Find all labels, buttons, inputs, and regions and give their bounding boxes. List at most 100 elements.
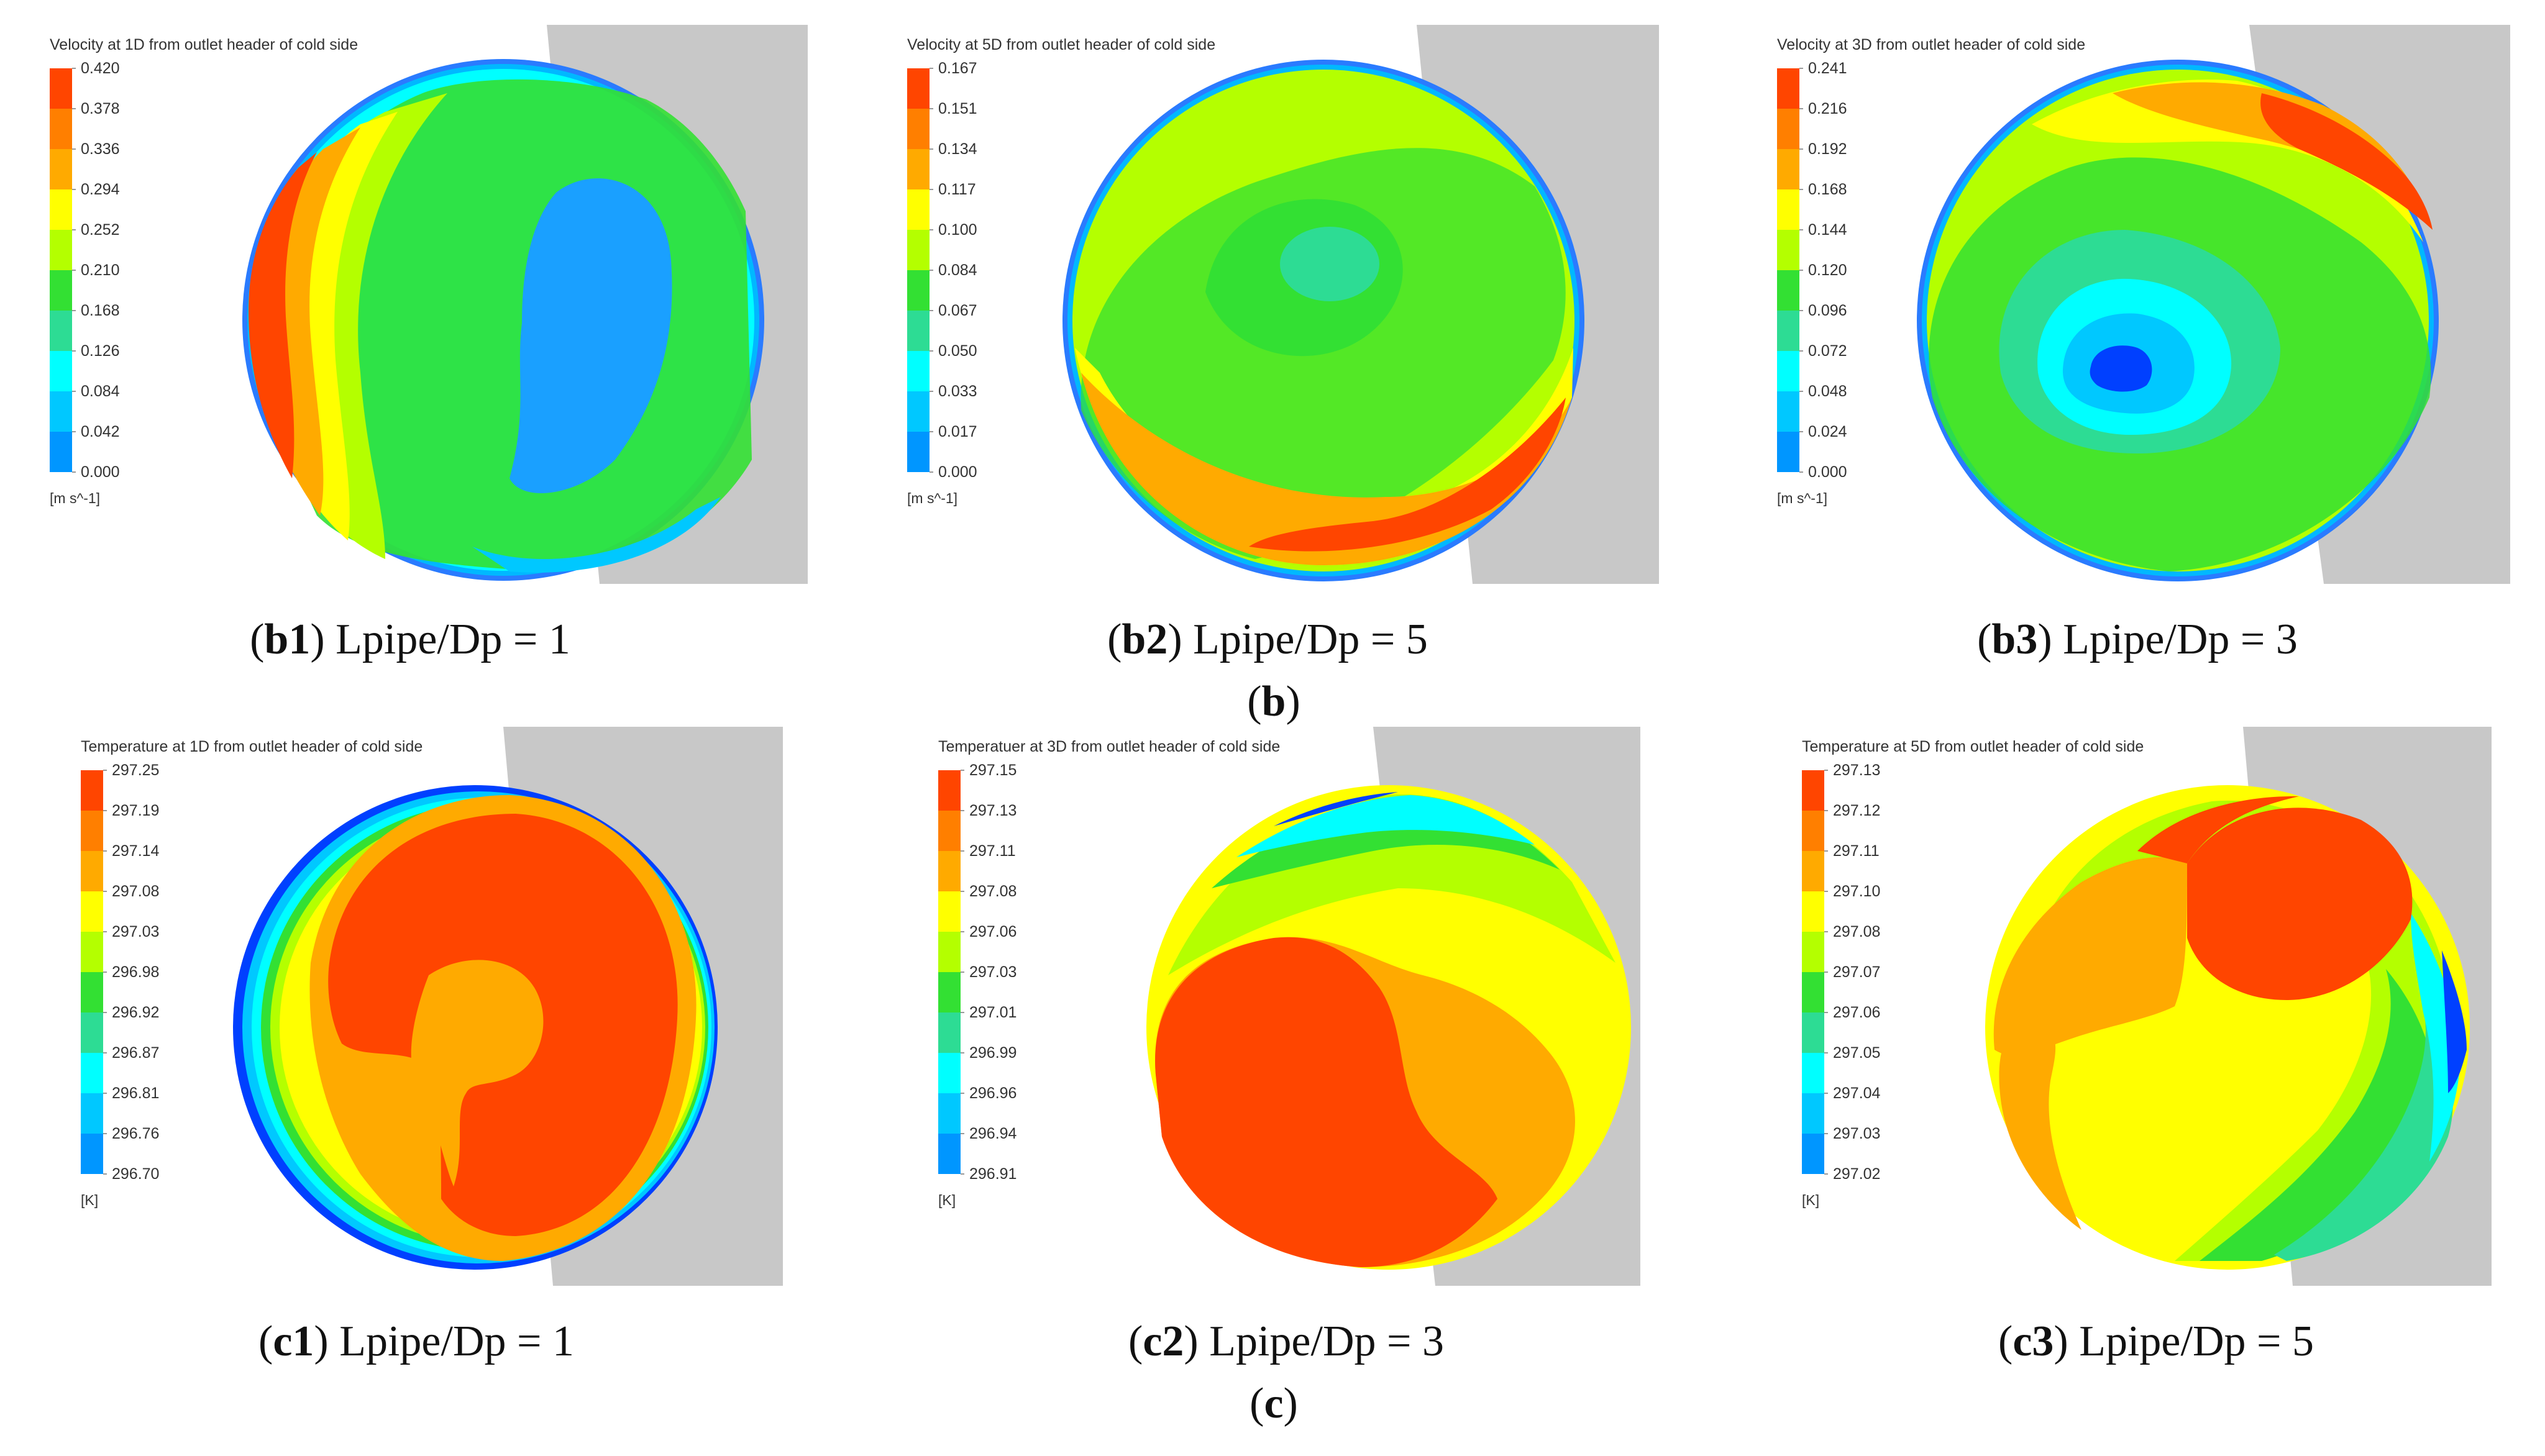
legend-title: Temperature at 1D from outlet header of … bbox=[81, 738, 423, 755]
legend-color-box bbox=[907, 189, 930, 230]
legend-color-box bbox=[938, 1053, 961, 1093]
legend-tick-label: 297.13 bbox=[1833, 762, 1880, 779]
velocity-contour-b3 bbox=[1917, 60, 2439, 581]
legend-color-box bbox=[907, 109, 930, 149]
legend-color-box bbox=[81, 811, 103, 851]
legend-color-box bbox=[907, 270, 930, 311]
legend-color-box bbox=[938, 1093, 961, 1134]
legend-tick-label: 297.02 bbox=[1833, 1165, 1880, 1183]
legend-tick-label: 297.03 bbox=[112, 923, 159, 940]
caption-b1: (b1) Lpipe/Dp = 1 bbox=[250, 616, 570, 663]
legend-tick-label: 0.024 bbox=[1808, 423, 1847, 440]
legend-tick-label: 0.192 bbox=[1808, 140, 1847, 158]
legend-tick-label: 297.03 bbox=[969, 963, 1017, 981]
legend-tick-label: 297.11 bbox=[969, 842, 1016, 860]
legend-color-box bbox=[907, 68, 930, 109]
panel-b3: Velocity at 3D from outlet header of col… bbox=[1765, 25, 2545, 584]
legend-color-box bbox=[50, 270, 72, 311]
legend-color-box bbox=[907, 230, 930, 270]
legend-tick-label: 0.252 bbox=[81, 221, 120, 239]
legend-tick-label: 297.13 bbox=[969, 802, 1017, 819]
legend-color-box bbox=[50, 149, 72, 189]
legend-tick-label: 0.042 bbox=[81, 423, 120, 440]
legend-color-box bbox=[1802, 1093, 1824, 1134]
legend-c2: Temperatuer at 3D from outlet header of … bbox=[938, 738, 1280, 1208]
legend-tick-label: 297.11 bbox=[1833, 842, 1880, 860]
legend-color-box bbox=[938, 851, 961, 891]
legend-tick-label: 0.017 bbox=[938, 423, 977, 440]
legend-title: Velocity at 3D from outlet header of col… bbox=[1777, 36, 2085, 53]
legend-color-box bbox=[50, 391, 72, 432]
legend-tick-label: 296.92 bbox=[112, 1004, 159, 1021]
legend-tick-label: 0.120 bbox=[1808, 262, 1847, 279]
legend-color-box bbox=[50, 351, 72, 391]
legend-unit: [m s^-1] bbox=[907, 490, 957, 506]
legend-color-box bbox=[1777, 311, 1799, 351]
legend-title: Temperature at 5D from outlet header of … bbox=[1802, 738, 2144, 755]
legend-color-box bbox=[1777, 109, 1799, 149]
legend-color-box bbox=[50, 189, 72, 230]
legend-title: Velocity at 5D from outlet header of col… bbox=[907, 36, 1215, 53]
caption-c3: (c3) Lpipe/Dp = 5 bbox=[1998, 1317, 2314, 1365]
legend-color-box bbox=[81, 972, 103, 1012]
legend-color-box bbox=[81, 770, 103, 811]
legend-tick-label: 297.06 bbox=[969, 923, 1017, 940]
legend-color-box bbox=[50, 230, 72, 270]
panel-c2: Temperatuer at 3D from outlet header of … bbox=[926, 727, 1734, 1286]
legend-color-box bbox=[1777, 432, 1799, 472]
legend-unit: [K] bbox=[81, 1192, 98, 1208]
legend-color-box bbox=[81, 851, 103, 891]
caption-c2: (c2) Lpipe/Dp = 3 bbox=[1128, 1317, 1444, 1365]
legend-tick-label: 0.126 bbox=[81, 342, 120, 360]
legend-color-box bbox=[1802, 1053, 1824, 1093]
legend-tick-label: 0.294 bbox=[81, 181, 120, 198]
legend-c1: Temperature at 1D from outlet header of … bbox=[81, 738, 423, 1208]
legend-tick-label: 0.151 bbox=[938, 100, 977, 117]
legend-tick-label: 0.167 bbox=[938, 60, 977, 77]
legend-tick-label: 296.76 bbox=[112, 1125, 159, 1142]
legend-tick-label: 0.033 bbox=[938, 383, 977, 400]
legend-c3: Temperature at 5D from outlet header of … bbox=[1802, 738, 2144, 1208]
legend-tick-label: 0.210 bbox=[81, 262, 120, 279]
legend-color-box bbox=[1777, 270, 1799, 311]
legend-tick-label: 0.072 bbox=[1808, 342, 1847, 360]
legend-color-box bbox=[81, 1134, 103, 1174]
group-label-b: (b) bbox=[1247, 678, 1300, 726]
legend-tick-label: 0.048 bbox=[1808, 383, 1847, 400]
legend-color-box bbox=[1777, 189, 1799, 230]
legend-color-box bbox=[81, 1093, 103, 1134]
legend-tick-label: 297.06 bbox=[1833, 1004, 1880, 1021]
legend-color-box bbox=[907, 149, 930, 189]
legend-unit: [K] bbox=[938, 1192, 956, 1208]
legend-color-box bbox=[1777, 391, 1799, 432]
legend-color-box bbox=[81, 1012, 103, 1053]
legend-color-box bbox=[81, 932, 103, 972]
legend-tick-label: 0.000 bbox=[81, 463, 120, 481]
legend-color-box bbox=[938, 811, 961, 851]
legend-color-box bbox=[50, 432, 72, 472]
legend-tick-label: 0.000 bbox=[938, 463, 977, 481]
legend-tick-label: 297.14 bbox=[112, 842, 160, 860]
legend-tick-label: 0.084 bbox=[81, 383, 120, 400]
legend-color-box bbox=[50, 311, 72, 351]
legend-tick-label: 0.084 bbox=[938, 262, 977, 279]
caption-c1: (c1) Lpipe/Dp = 1 bbox=[258, 1317, 574, 1365]
legend-tick-label: 297.01 bbox=[969, 1004, 1017, 1021]
legend-tick-label: 0.336 bbox=[81, 140, 120, 158]
legend-color-box bbox=[1802, 1134, 1824, 1174]
legend-color-box bbox=[81, 1053, 103, 1093]
legend-color-box bbox=[1802, 891, 1824, 932]
legend-tick-label: 297.10 bbox=[1833, 883, 1880, 900]
legend-tick-label: 0.000 bbox=[1808, 463, 1847, 481]
group-label-c: (c) bbox=[1250, 1380, 1298, 1427]
legend-b1: Velocity at 1D from outlet header of col… bbox=[50, 36, 358, 506]
legend-tick-label: 296.81 bbox=[112, 1085, 159, 1102]
velocity-contour-b2 bbox=[1062, 60, 1584, 581]
panel-b1: Velocity at 1D from outlet header of col… bbox=[37, 25, 845, 584]
legend-color-box bbox=[907, 311, 930, 351]
legend-tick-label: 0.216 bbox=[1808, 100, 1847, 117]
legend-tick-label: 0.050 bbox=[938, 342, 977, 360]
legend-color-box bbox=[938, 972, 961, 1012]
legend-title: Velocity at 1D from outlet header of col… bbox=[50, 36, 358, 53]
legend-tick-label: 297.25 bbox=[112, 762, 159, 779]
